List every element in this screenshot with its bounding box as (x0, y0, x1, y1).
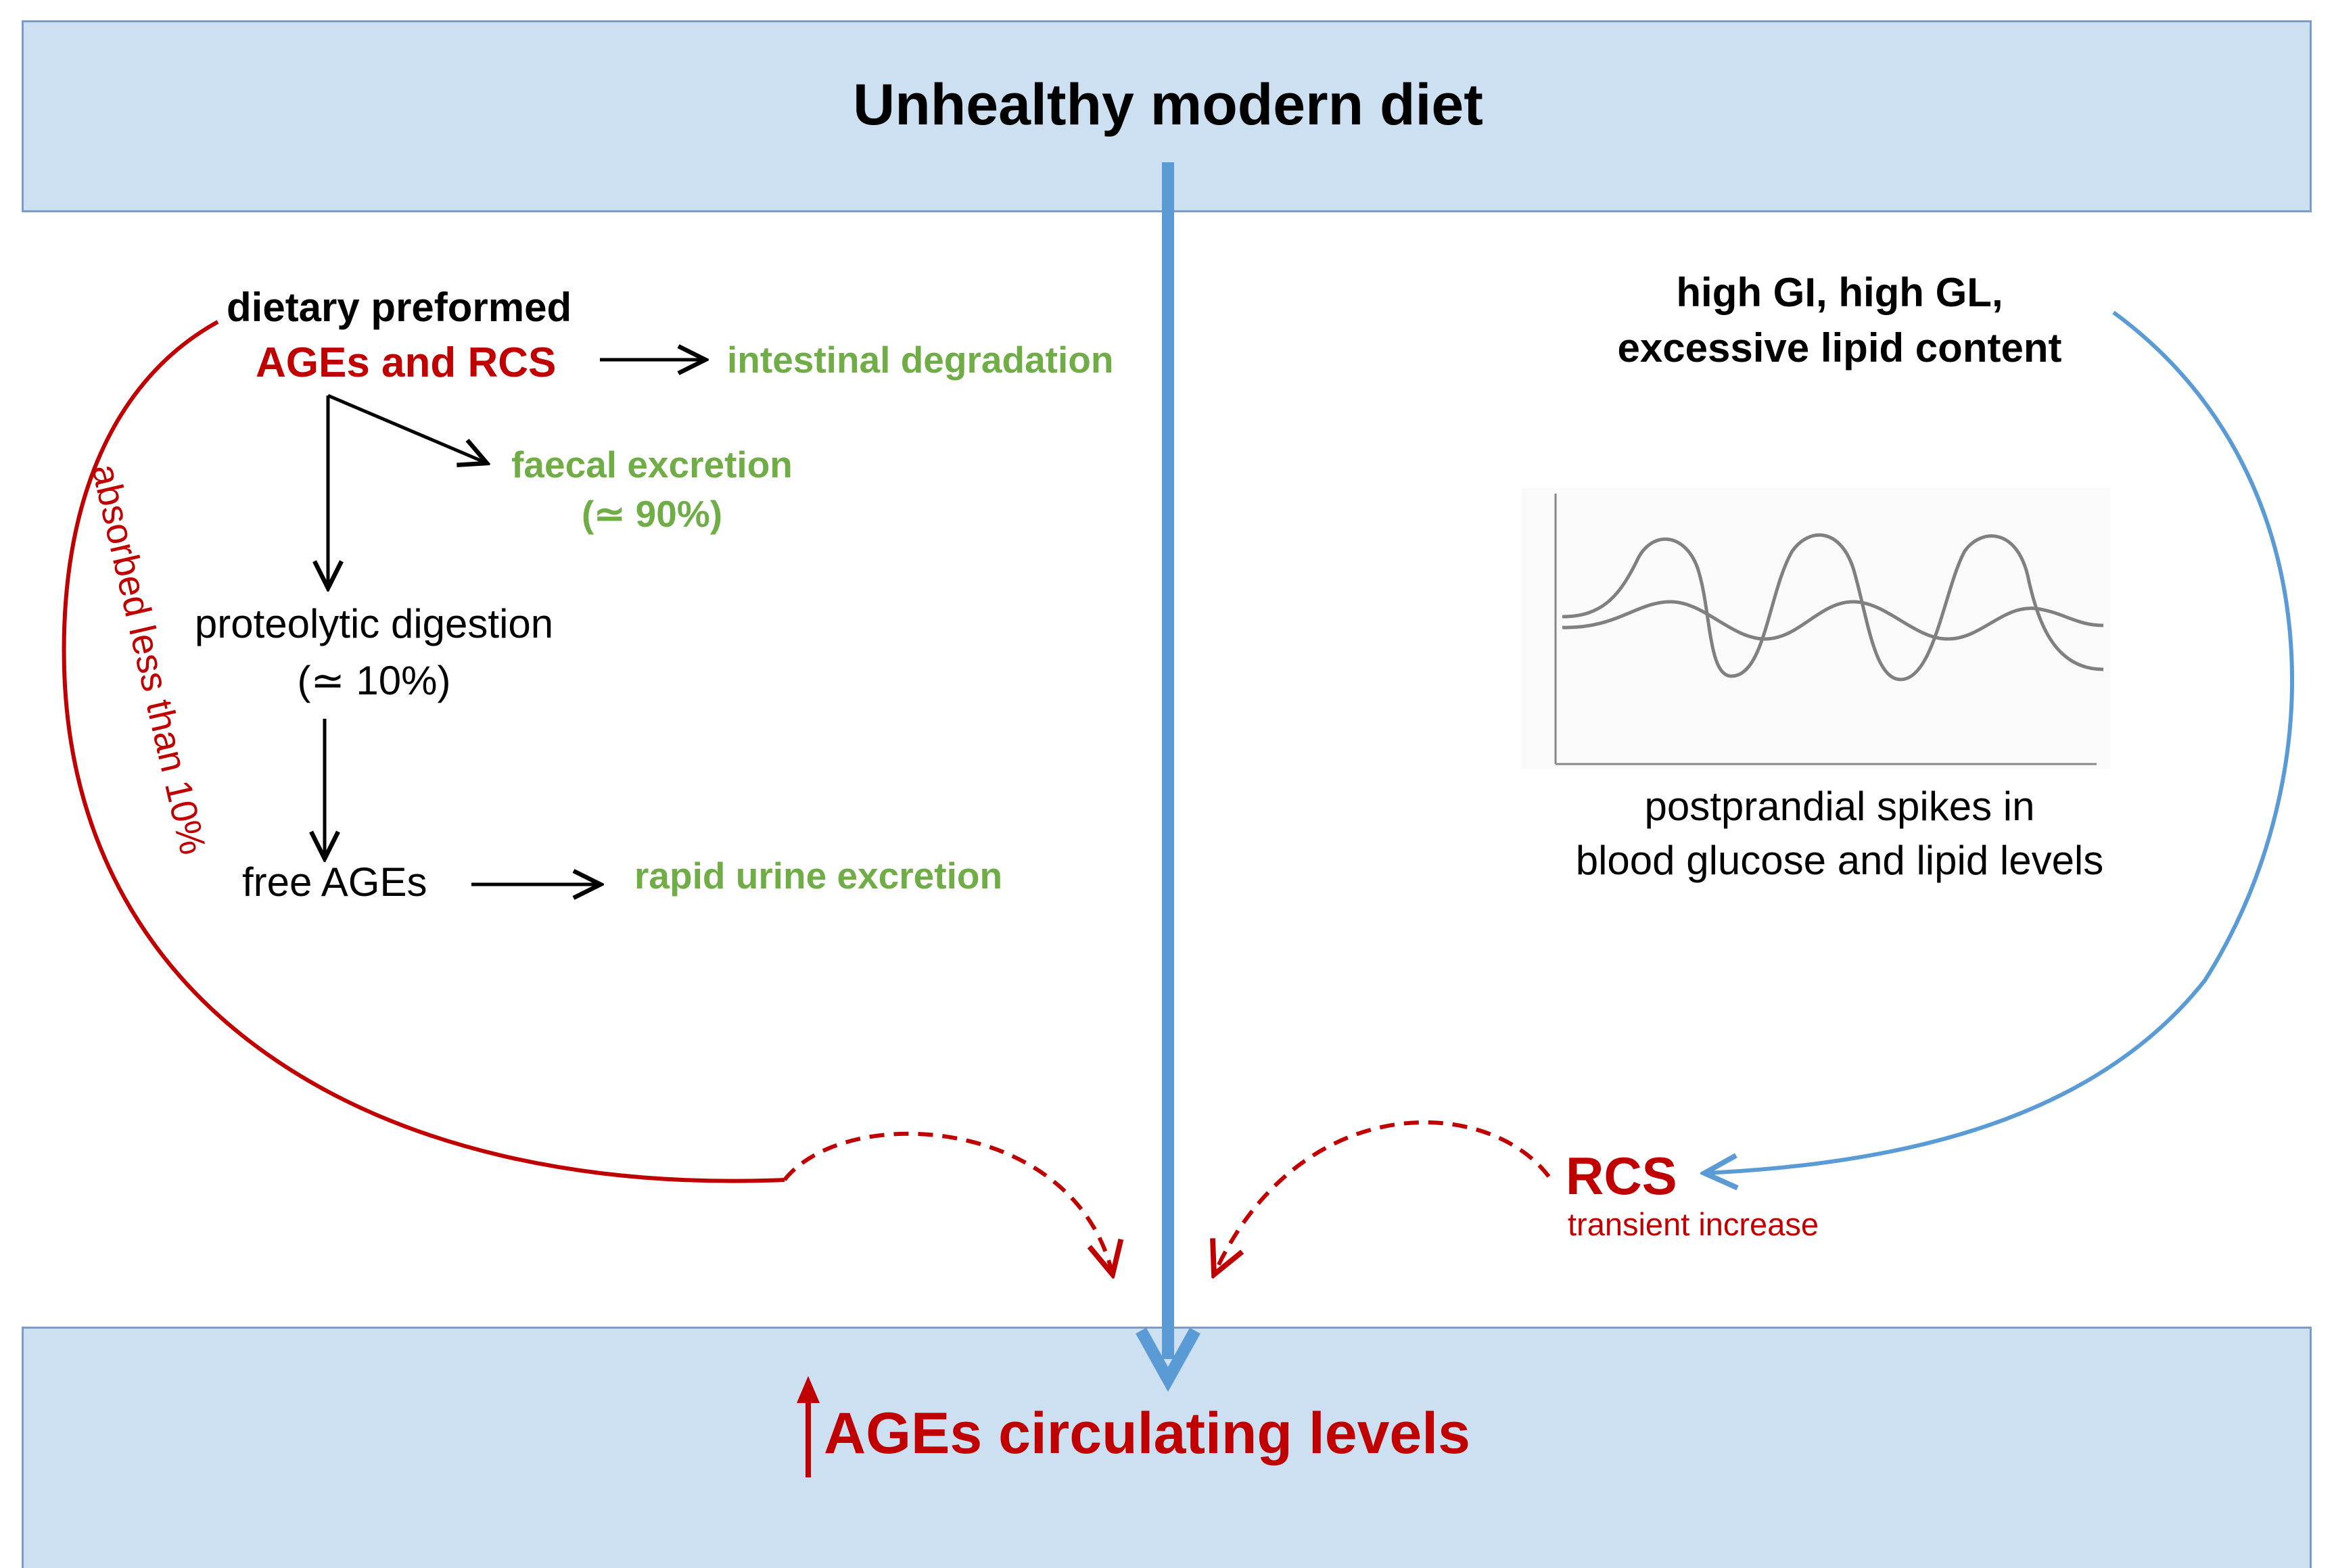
free-ages-label: free AGEs (242, 859, 427, 905)
faecal-percentage: (≃ 90%) (581, 493, 723, 535)
proteolytic-percentage: (≃ 10%) (297, 658, 451, 703)
central-arrow-head (1136, 1327, 1200, 1392)
intestinal-degradation-label: intestinal degradation (727, 339, 1114, 381)
up-arrow-head (797, 1376, 820, 1403)
right-dashed-arrow (1214, 1120, 1551, 1275)
postprandial-graph (1522, 488, 2110, 769)
arrow-to-faecal (327, 394, 487, 463)
urine-excretion-label: rapid urine excretion (634, 855, 1003, 897)
dietary-source-line2: AGEs and RCS (256, 339, 557, 386)
graph-caption-line1: postprandial spikes in (1644, 784, 2035, 829)
graph-background (1522, 488, 2110, 769)
left-dashed-arrow (783, 1131, 1113, 1275)
lipid-curve (1562, 600, 2104, 641)
right-blue-arc (1704, 310, 2294, 1173)
glucose-curve (1562, 533, 2104, 682)
graph-caption-line2: blood glucose and lipid levels (1575, 838, 2104, 883)
dietary-source-line1: dietary preformed (227, 285, 572, 330)
bottom-title: AGEs circulating levels (824, 1401, 1470, 1466)
top-title: Unhealthy modern diet (853, 72, 1483, 137)
absorbed-arc (62, 320, 785, 1183)
high-gi-line1: high GI, high GL, (1676, 270, 2003, 315)
rcs-transient-note: transient increase (1568, 1206, 1819, 1242)
proteolytic-digestion-label: proteolytic digestion (194, 601, 554, 646)
high-gi-line2: excessive lipid content (1617, 325, 2062, 371)
faecal-excretion-label: faecal excretion (511, 444, 793, 485)
rcs-label: RCS (1566, 1146, 1677, 1206)
